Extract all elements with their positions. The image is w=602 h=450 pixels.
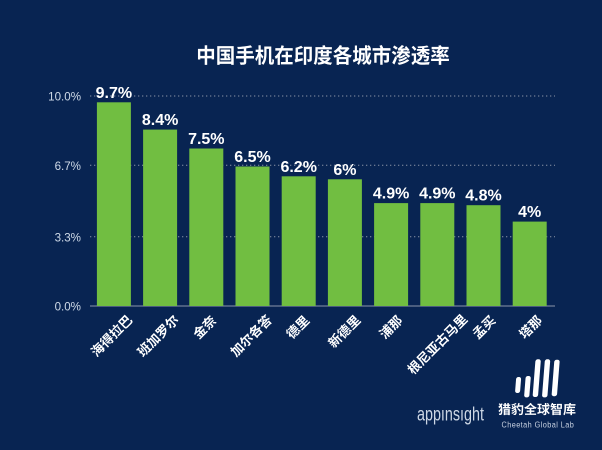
svg-text:10.0%: 10.0% bbox=[48, 91, 81, 104]
svg-text:4.9%: 4.9% bbox=[373, 186, 409, 203]
svg-text:8.4%: 8.4% bbox=[142, 112, 178, 129]
svg-text:0.0%: 0.0% bbox=[55, 301, 81, 314]
svg-text:6.5%: 6.5% bbox=[234, 149, 270, 166]
svg-text:appınsıght: appınsıght bbox=[417, 404, 484, 425]
svg-text:4.9%: 4.9% bbox=[419, 186, 455, 203]
svg-text:3.3%: 3.3% bbox=[55, 231, 81, 244]
svg-text:4.8%: 4.8% bbox=[465, 188, 501, 205]
svg-text:7.5%: 7.5% bbox=[188, 131, 224, 148]
svg-text:Cheetah Global Lab: Cheetah Global Lab bbox=[502, 420, 575, 430]
svg-text:4%: 4% bbox=[518, 204, 541, 221]
svg-text:6.2%: 6.2% bbox=[280, 159, 316, 176]
svg-text:6.7%: 6.7% bbox=[55, 160, 81, 173]
svg-text:9.7%: 9.7% bbox=[96, 85, 132, 102]
svg-text:6%: 6% bbox=[333, 162, 356, 179]
